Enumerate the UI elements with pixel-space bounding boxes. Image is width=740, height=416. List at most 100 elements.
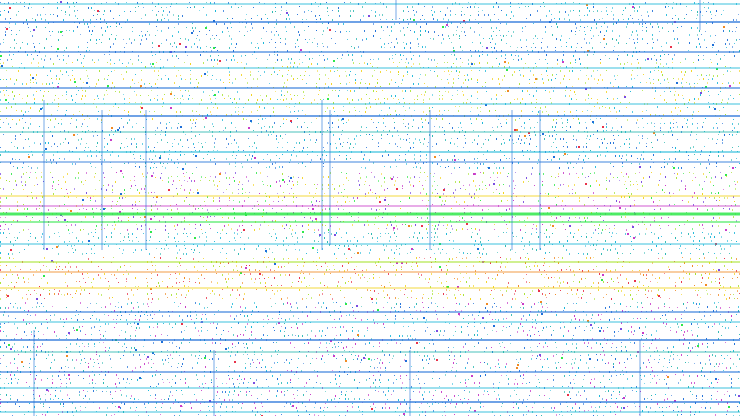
noise-dot [110, 10, 111, 12]
noise-dot [519, 220, 520, 221]
noise-dot [658, 79, 659, 81]
noise-dot [297, 258, 298, 260]
noise-dot [309, 39, 310, 40]
noise-dot [86, 143, 87, 144]
noise-dot [322, 34, 323, 35]
noise-dot [0, 269, 1, 271]
noise-dot [506, 122, 507, 124]
noise-dot [387, 188, 388, 189]
noise-dot [83, 66, 84, 67]
noise-dot [560, 66, 561, 67]
noise-dot [530, 70, 531, 72]
noise-dot [525, 63, 526, 64]
noise-dot [689, 273, 690, 275]
noise-dot [551, 159, 552, 161]
noise-dot [674, 94, 675, 96]
noise-dot [288, 245, 289, 246]
noise-dot [96, 150, 97, 151]
noise-dot [544, 270, 545, 271]
noise-dot [339, 228, 340, 230]
noise-dot [716, 220, 717, 221]
noise-dot [684, 18, 685, 19]
noise-dot [547, 63, 548, 64]
noise-dot [10, 18, 11, 19]
noise-dot [67, 173, 68, 175]
noise-dot [419, 139, 420, 141]
noise-dot [698, 59, 699, 61]
noise-dot [272, 126, 273, 128]
noise-dot [610, 142, 611, 144]
noise-dot [505, 266, 506, 268]
noise-dot [325, 262, 326, 264]
noise-dot [45, 27, 46, 28]
noise-dot [48, 224, 49, 226]
noise-dot [532, 111, 533, 112]
noise-dot [309, 75, 310, 76]
noise-dot [251, 42, 252, 44]
noise-dot [294, 147, 295, 148]
noise-dot [630, 236, 631, 237]
noise-dot [67, 193, 68, 194]
noise-dot [606, 91, 607, 93]
noise-dot [162, 98, 163, 100]
noise-dot [459, 106, 460, 107]
noise-dot [66, 99, 67, 100]
noise-dot [554, 130, 555, 131]
noise-dot [358, 99, 359, 101]
noise-dot [379, 209, 380, 210]
noise-dot [734, 201, 735, 202]
noise-dot [731, 150, 732, 151]
noise-dot [315, 2, 316, 3]
noise-dot [538, 236, 539, 238]
noise-dot [514, 71, 515, 73]
noise-dot [228, 143, 229, 145]
noise-dot [127, 122, 128, 124]
noise-dot [47, 217, 48, 218]
noise-dot [123, 240, 124, 241]
noise-dot [614, 225, 615, 226]
noise-dot [361, 98, 362, 100]
noise-dot [32, 35, 33, 37]
noise-dot [30, 107, 31, 109]
noise-dot [233, 200, 234, 201]
noise-dot [494, 150, 495, 151]
noise-dot [98, 98, 99, 99]
noise-dot [617, 98, 618, 99]
noise-dot [11, 34, 12, 35]
noise-dot [383, 130, 384, 131]
noise-dot [614, 75, 615, 77]
noise-dot [611, 244, 612, 246]
noise-dot [64, 241, 65, 243]
noise-dot [399, 18, 400, 19]
noise-dot [232, 192, 233, 194]
noise-dot [347, 39, 348, 40]
noise-dot [432, 185, 433, 187]
noise-dot [377, 237, 378, 239]
noise-dot [407, 27, 408, 28]
noise-dot [468, 59, 469, 61]
noise-dot [713, 75, 714, 77]
noise-dot [151, 273, 152, 274]
noise-dot [603, 248, 604, 250]
noise-dot [371, 119, 372, 120]
noise-dot [85, 216, 86, 218]
noise-dot [25, 184, 26, 186]
noise-dot [302, 150, 303, 152]
noise-dot [543, 82, 544, 84]
noise-dot [573, 10, 574, 11]
noise-dot [530, 127, 531, 129]
noise-dot [245, 155, 246, 156]
noise-dot [413, 83, 414, 85]
noise-dot [399, 248, 400, 249]
noise-dot [232, 18, 233, 19]
noise-dot [663, 134, 664, 135]
noise-dot [16, 110, 17, 111]
noise-dot [605, 155, 606, 157]
noise-dot [403, 106, 404, 107]
noise-dot [460, 273, 461, 274]
noise-dot [176, 188, 177, 189]
noise-dot [252, 146, 253, 147]
noise-dot [77, 59, 78, 61]
noise-dot [717, 63, 718, 65]
noise-dot [584, 31, 585, 32]
